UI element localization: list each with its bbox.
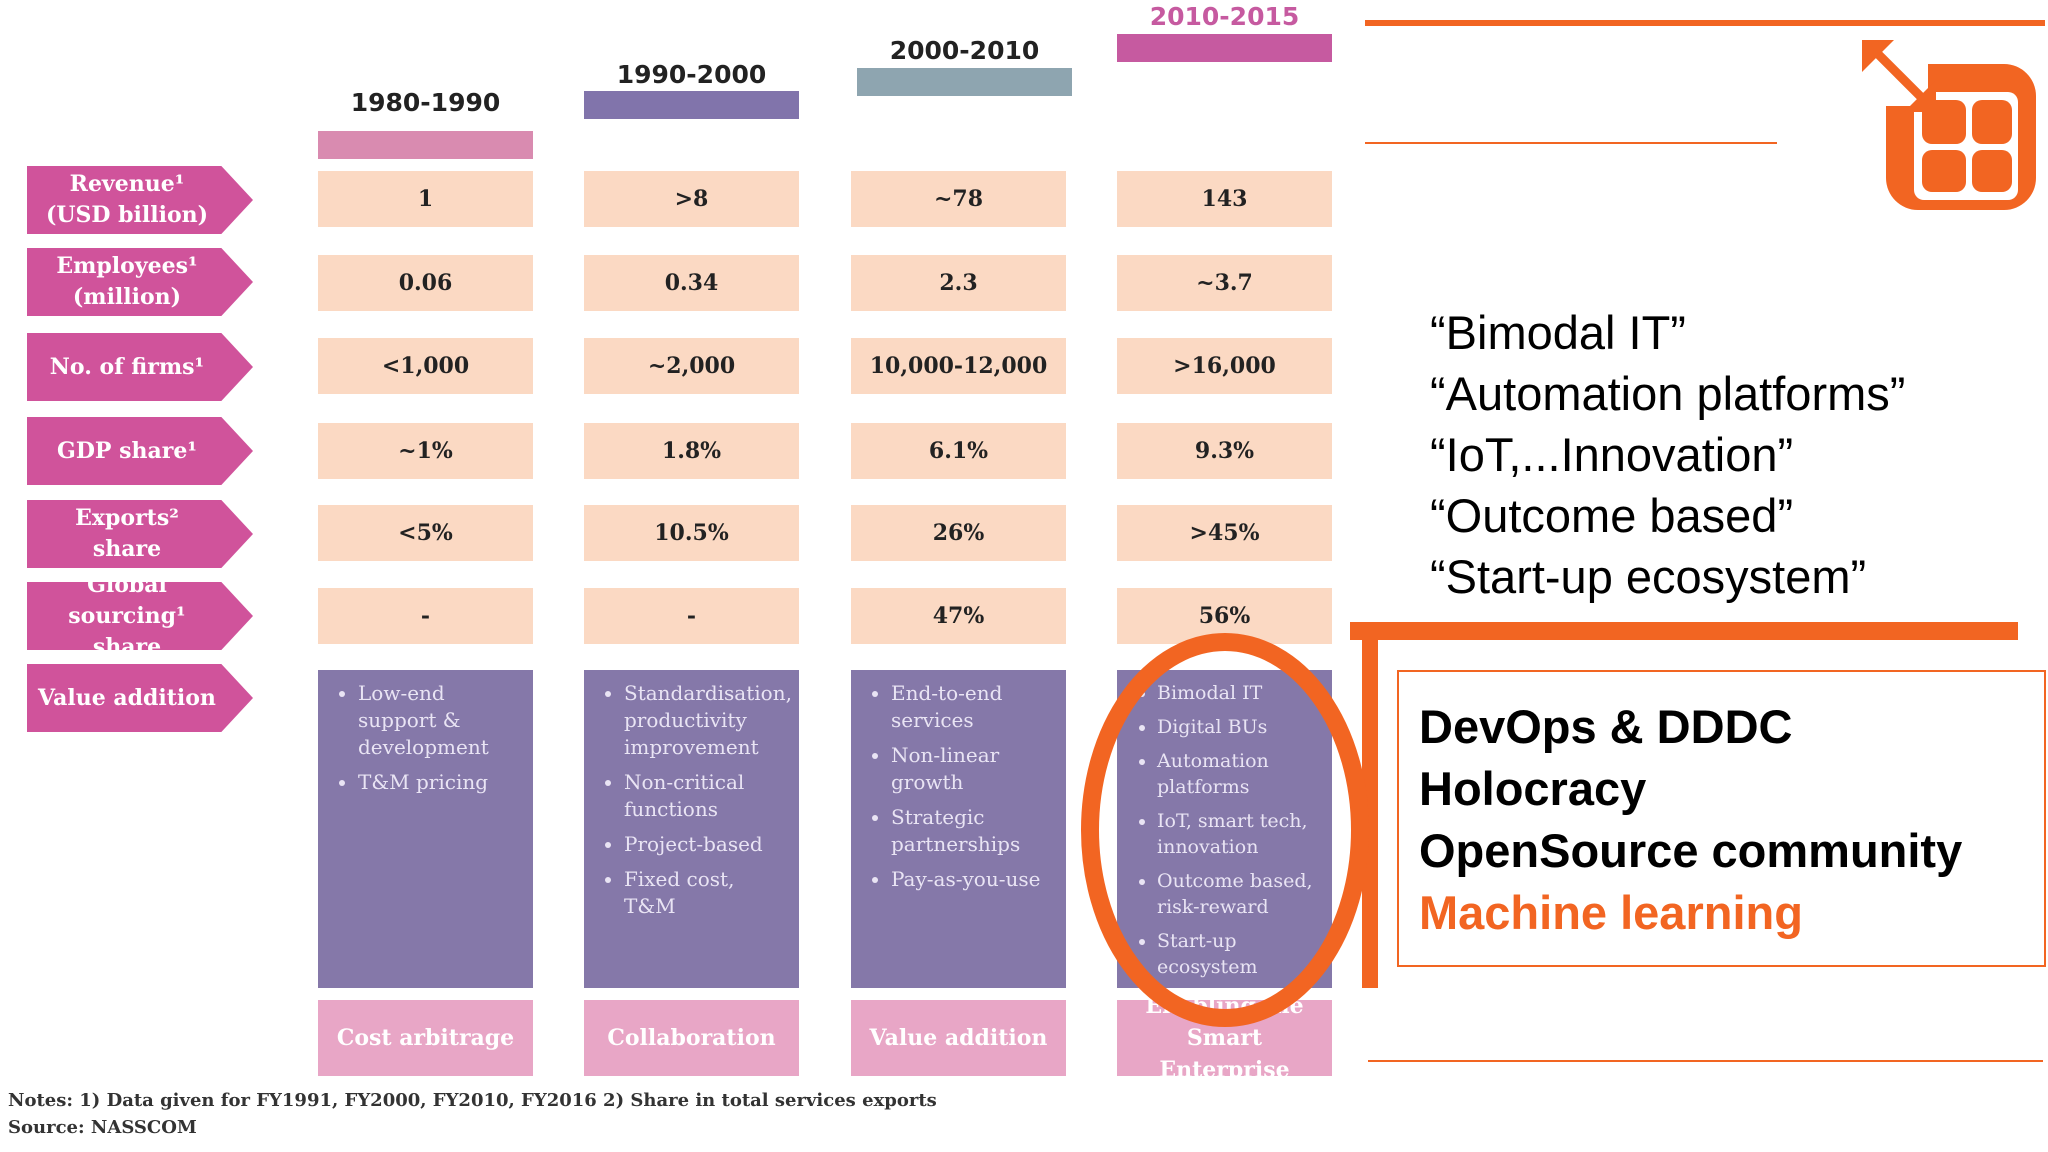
period-bar-2010: [1117, 34, 1332, 62]
cell-gdp-1980: ~1%: [318, 423, 533, 479]
list-item: Start-up ecosystem: [1157, 928, 1324, 980]
value-box-2010: Bimodal IT Digital BUs Automation platfo…: [1117, 670, 1332, 988]
cell-exports-2010: >45%: [1117, 505, 1332, 561]
list-item: Strategic partnerships: [891, 804, 1058, 858]
takeaway-box: DevOps & DDDC Holocracy OpenSource commu…: [1397, 670, 2046, 967]
quote-outcome: “Outcome based”: [1430, 489, 1794, 542]
cell-firms-2010: >16,000: [1117, 338, 1332, 394]
list-item: Non-linear growth: [891, 742, 1058, 796]
cell-firms-1980: <1,000: [318, 338, 533, 394]
quote-iot: “IoT,...Innovation”: [1430, 428, 1794, 481]
takeaway-devops: DevOps & DDDC: [1419, 700, 1793, 753]
cell-gdp-1990: 1.8%: [584, 423, 799, 479]
list-item: Automation platforms: [1157, 748, 1324, 800]
row-label-revenue: Revenue¹ (USD billion): [27, 166, 253, 234]
cell-revenue-1990: >8: [584, 171, 799, 227]
row-label-global-sourcing: Global sourcing¹ share: [27, 582, 253, 650]
row-label-value-addition: Value addition: [27, 664, 253, 732]
highlight-ellipse: [1081, 633, 1369, 1027]
cell-gdp-2010: 9.3%: [1117, 423, 1332, 479]
cell-firms-1990: ~2,000: [584, 338, 799, 394]
list-item: End-to-end services: [891, 680, 1058, 734]
cell-sourcing-2000: 47%: [851, 588, 1066, 644]
cell-gdp-2000: 6.1%: [851, 423, 1066, 479]
row-label-employees: Employees¹ (million): [27, 248, 253, 316]
list-item: IoT, smart tech, innovation: [1157, 808, 1324, 860]
cell-employees-1990: 0.34: [584, 255, 799, 311]
value-box-1980: Low-end support & development T&M pricin…: [318, 670, 533, 988]
quote-bimodal: “Bimodal IT”: [1430, 306, 1686, 359]
list-item: Bimodal IT: [1157, 680, 1324, 706]
period-label-2000: 2000-2010: [889, 36, 1040, 65]
list-item: Standardisation, productivity improvemen…: [624, 680, 792, 761]
row-label-exports: Exports² share: [27, 500, 253, 568]
cell-firms-2000: 10,000-12,000: [851, 338, 1066, 394]
row-label-gdp: GDP share¹: [27, 417, 253, 485]
cell-exports-1980: <5%: [318, 505, 533, 561]
row-label-text: Value addition: [38, 684, 216, 711]
mid-rule-drop: [1362, 622, 1378, 988]
row-label-sub: (million): [72, 284, 182, 310]
model-box-2000: Value addition: [851, 1000, 1066, 1076]
mid-rule: [1350, 622, 2018, 640]
row-label-text: GDP share¹: [57, 437, 197, 464]
cell-employees-1980: 0.06: [318, 255, 533, 311]
period-label-1990: 1990-2000: [616, 60, 767, 89]
cell-revenue-2000: ~78: [851, 171, 1066, 227]
cell-exports-2000: 26%: [851, 505, 1066, 561]
cell-revenue-1980: 1: [318, 171, 533, 227]
list-item: Fixed cost, T&M: [624, 866, 791, 920]
top-rule: [1365, 20, 2045, 26]
cell-sourcing-1990: -: [584, 588, 799, 644]
notes-line: Notes: 1) Data given for FY1991, FY2000,…: [8, 1090, 937, 1111]
list-item: Non-critical functions: [624, 769, 791, 823]
cell-sourcing-1980: -: [318, 588, 533, 644]
bottom-rule: [1368, 1060, 2043, 1062]
list-item: Outcome based, risk-reward: [1157, 868, 1324, 920]
takeaway-opensource: OpenSource community: [1419, 824, 1963, 877]
source-line: Source: NASSCOM: [8, 1117, 197, 1138]
takeaway-ml: Machine learning: [1419, 886, 1803, 939]
value-box-2000: End-to-end services Non-linear growth St…: [851, 670, 1066, 988]
row-label-text: Revenue¹: [69, 171, 185, 197]
list-item: Digital BUs: [1157, 714, 1324, 740]
takeaway-holocracy: Holocracy: [1419, 762, 1647, 815]
cell-revenue-2010: 143: [1117, 171, 1332, 227]
thin-rule: [1365, 142, 1777, 144]
model-box-1990: Collaboration: [584, 1000, 799, 1076]
row-label-sub: share: [92, 633, 162, 660]
list-item: Project-based: [624, 831, 791, 858]
list-item: T&M pricing: [358, 769, 525, 796]
model-box-1980: Cost arbitrage: [318, 1000, 533, 1076]
cell-employees-2000: 2.3: [851, 255, 1066, 311]
cell-employees-2010: ~3.7: [1117, 255, 1332, 311]
list-item: Pay-as-you-use: [891, 866, 1058, 893]
quote-automation: “Automation platforms”: [1430, 367, 1906, 420]
period-bar-1990: [584, 91, 799, 119]
cell-exports-1990: 10.5%: [584, 505, 799, 561]
list-item: Low-end support & development: [358, 680, 525, 761]
row-label-sub: share: [92, 536, 162, 562]
period-bar-1980: [318, 131, 533, 159]
quote-startup: “Start-up ecosystem”: [1430, 550, 1867, 603]
period-label-1980: 1980-1990: [350, 88, 501, 117]
row-label-text: No. of firms¹: [49, 353, 205, 380]
row-label-text: Global sourcing¹: [68, 571, 186, 629]
quotes-list: “Bimodal IT” “Automation platforms” “IoT…: [1430, 302, 1905, 607]
value-box-1990: Standardisation, productivity improvemen…: [584, 670, 799, 988]
expand-grid-icon: [1858, 36, 2036, 210]
row-label-firms: No. of firms¹: [27, 333, 253, 401]
row-label-sub: (USD billion): [45, 202, 209, 228]
period-label-2010: 2010-2015: [1149, 2, 1300, 31]
period-bar-2000: [857, 68, 1072, 96]
row-label-text: Employees¹: [56, 253, 198, 279]
row-label-text: Exports²: [75, 505, 179, 531]
